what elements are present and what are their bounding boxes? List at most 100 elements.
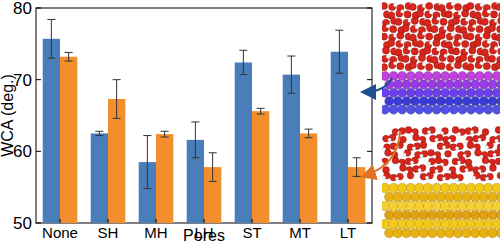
slab-atom — [385, 192, 395, 202]
water-oxygen — [435, 157, 442, 164]
water-hydrogen — [494, 19, 498, 23]
water-hydrogen — [382, 176, 385, 179]
water-oxygen — [445, 11, 452, 18]
slab-atom — [397, 201, 407, 211]
error-bar — [47, 19, 55, 58]
water-hydrogen — [451, 2, 455, 6]
water-hydrogen — [457, 161, 460, 164]
water-hydrogen — [440, 131, 443, 134]
water-hydrogen — [422, 62, 426, 66]
bar — [43, 39, 60, 223]
slab-atom — [389, 105, 398, 114]
slab-atom — [428, 192, 438, 202]
slab-atom — [385, 97, 394, 106]
water-hydrogen — [408, 47, 412, 51]
water-hydrogen — [405, 170, 408, 173]
slab-atom — [410, 228, 420, 238]
error-bar — [95, 131, 103, 135]
slab-atom — [483, 183, 493, 193]
slab-atom — [428, 80, 437, 89]
water-oxygen — [490, 165, 497, 172]
water-hydrogen — [382, 148, 385, 151]
y-tick-label: 50 — [13, 214, 32, 233]
slab-atom — [449, 183, 459, 193]
water-hydrogen — [473, 24, 477, 28]
water-hydrogen — [448, 170, 451, 173]
water-hydrogen — [403, 153, 406, 156]
slab-atom — [440, 201, 450, 211]
slab-atom — [475, 201, 485, 211]
slab-atom — [454, 80, 463, 89]
water-oxygen — [420, 142, 427, 149]
slab-atom — [462, 80, 471, 89]
water-oxygen — [409, 3, 416, 10]
water-oxygen — [411, 48, 418, 55]
water-hydrogen — [429, 11, 433, 15]
water-oxygen — [462, 40, 469, 47]
slab-atom — [445, 228, 455, 238]
water-oxygen — [497, 26, 500, 33]
slab-atom — [415, 183, 425, 193]
slab-atom — [483, 201, 493, 211]
slab-atom — [389, 183, 399, 193]
water-oxygen — [490, 11, 497, 18]
water-hydrogen — [458, 12, 462, 16]
slab-atom — [445, 210, 455, 220]
slab-atom — [492, 71, 500, 80]
slab-atom — [423, 71, 432, 80]
water-hydrogen — [470, 130, 473, 133]
slab-atom — [406, 71, 415, 80]
water-hydrogen — [457, 132, 460, 135]
slab-atom — [402, 210, 412, 220]
slab-atom — [419, 192, 429, 202]
slab-atom — [415, 88, 424, 97]
water-oxygen — [397, 32, 404, 39]
slab-atom — [479, 210, 489, 220]
slab-atom — [436, 210, 446, 220]
water-hydrogen — [440, 163, 443, 166]
error-bar — [191, 122, 199, 158]
slab-atom — [436, 228, 446, 238]
bar — [235, 62, 252, 223]
water-oxygen — [496, 34, 500, 41]
slab-atom — [483, 219, 493, 229]
water-oxygen — [481, 18, 488, 25]
slab-atom — [423, 88, 432, 97]
y-tick-label: 80 — [13, 0, 32, 18]
water-hydrogen — [465, 18, 469, 22]
water-oxygen — [469, 47, 476, 54]
water-hydrogen — [465, 49, 469, 53]
slab-atom — [398, 71, 407, 80]
water-hydrogen — [480, 61, 484, 65]
y-tick — [36, 8, 41, 9]
water-oxygen — [395, 18, 402, 25]
water-hydrogen — [451, 63, 455, 67]
slab-atom — [445, 97, 454, 106]
water-hydrogen — [472, 176, 475, 179]
water-oxygen — [483, 32, 490, 39]
slab-atom — [432, 219, 442, 229]
slab-atom — [382, 88, 390, 97]
water-oxygen — [475, 149, 482, 156]
water-oxygen — [418, 54, 425, 61]
slab-atom — [410, 210, 420, 220]
slab-atom — [419, 228, 429, 238]
slab-atom — [466, 88, 475, 97]
water-oxygen — [392, 157, 399, 164]
water-hydrogen — [487, 40, 491, 44]
water-oxygen — [438, 32, 445, 39]
slab-atom — [462, 210, 472, 220]
slab-atom — [436, 192, 446, 202]
slab-atom — [458, 219, 468, 229]
water-hydrogen — [485, 177, 488, 180]
water-hydrogen — [448, 139, 451, 142]
water-oxygen — [445, 150, 452, 157]
slab-atom — [415, 105, 424, 114]
arrow — [364, 78, 392, 92]
slab-atom — [385, 228, 395, 238]
slab-atom — [415, 71, 424, 80]
error-bar — [305, 129, 313, 138]
slab-atom — [496, 192, 500, 202]
slab-atom — [415, 219, 425, 229]
slab-atom — [492, 219, 500, 229]
